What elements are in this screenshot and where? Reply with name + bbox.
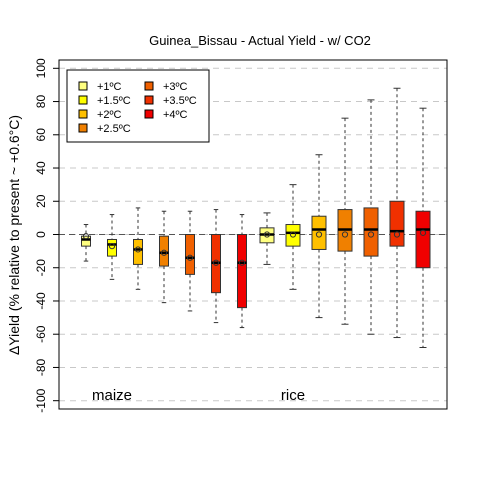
mean-marker	[186, 254, 194, 261]
legend-swatch	[78, 109, 88, 119]
legend-swatch	[78, 123, 88, 133]
y-tick-label: -20	[34, 259, 48, 277]
box-iqr	[159, 235, 169, 267]
mean-marker	[212, 259, 220, 266]
box-rice-3	[311, 154, 327, 319]
mean-marker	[82, 233, 90, 240]
box-maize-3	[133, 207, 143, 290]
legend-label: +1.5ºC	[97, 95, 131, 107]
box-iqr	[237, 234, 247, 309]
chart-title: Guinea_Bissau - Actual Yield - w/ CO2	[149, 33, 371, 48]
y-tick-label: 60	[34, 128, 48, 142]
box-iqr	[389, 200, 405, 247]
y-tick-label: 20	[34, 194, 48, 208]
legend-swatch	[78, 81, 88, 91]
y-tick-label: -80	[34, 358, 48, 376]
y-axis: -100 -80 -60 -40 -20 0 20 40 60 80 100	[34, 58, 60, 413]
y-tick-label: -60	[34, 325, 48, 343]
legend-box	[66, 69, 210, 143]
legend-label: +2ºC	[97, 109, 122, 121]
box-iqr	[415, 210, 431, 269]
box-maize-2	[107, 214, 117, 280]
mean-marker	[238, 259, 246, 266]
box-rice-5	[363, 99, 379, 335]
mean-marker	[134, 246, 142, 253]
mean-marker	[367, 231, 375, 238]
legend-swatch	[144, 95, 154, 105]
mean-marker	[393, 231, 401, 238]
mean-marker	[419, 229, 427, 236]
y-tick-label: 100	[34, 58, 48, 78]
legend-label: +3.5ºC	[163, 95, 197, 107]
box-iqr	[185, 234, 195, 275]
mean-marker	[263, 231, 271, 238]
box-rice-4	[337, 117, 353, 325]
legend-label: +4ºC	[163, 109, 188, 121]
legend: +1ºC +1.5ºC +2ºC +2.5ºC +3ºC +3.5ºC +4ºC	[66, 69, 210, 143]
group-label-maize: maize	[92, 387, 132, 404]
legend-swatch	[78, 95, 88, 105]
y-tick-label: 40	[34, 161, 48, 175]
group-labels: maize rice	[92, 387, 305, 404]
box-rice-2	[285, 184, 301, 290]
mean-marker	[341, 231, 349, 238]
y-tick-label: -100	[34, 388, 48, 412]
box-maize-1	[81, 224, 91, 262]
legend-label: +1ºC	[97, 81, 122, 93]
box-rice-7	[415, 107, 431, 349]
legend-swatch	[144, 109, 154, 119]
mean-marker	[315, 231, 323, 238]
box-iqr	[311, 215, 327, 250]
box-rice-6	[389, 87, 405, 339]
mean-marker	[160, 249, 168, 256]
mean-marker	[108, 243, 116, 250]
y-tick-label: 80	[34, 95, 48, 109]
box-maize-7	[237, 214, 247, 329]
y-axis-label: ΔYield (% relative to present ~ +0.6°C)	[6, 115, 22, 355]
y-tick-label: -40	[34, 292, 48, 310]
box-iqr	[81, 235, 91, 247]
group-label-rice: rice	[281, 387, 305, 404]
box-iqr	[107, 238, 117, 257]
box-iqr	[285, 224, 301, 247]
box-maize-4	[159, 210, 169, 304]
legend-label: +2.5ºC	[97, 123, 131, 135]
box-maize-5	[185, 210, 195, 312]
legend-label: +3ºC	[163, 81, 188, 93]
legend-swatch	[144, 81, 154, 91]
box-series	[81, 87, 431, 349]
y-tick-label: 0	[34, 231, 48, 238]
box-maize-6	[211, 209, 221, 324]
mean-marker	[289, 231, 297, 238]
box-rice-1	[259, 212, 275, 265]
